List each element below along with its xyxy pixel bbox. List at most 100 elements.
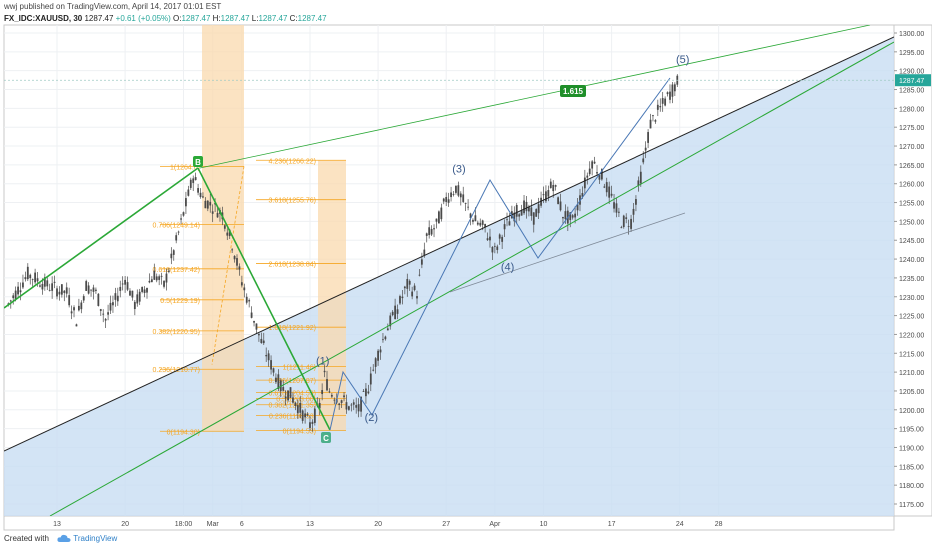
candle-body [673,84,676,92]
candle-body [545,191,547,202]
candle-body [29,274,32,279]
candle-body [68,295,71,306]
candle-body [194,177,197,181]
candle-body [75,324,78,327]
price-tick-label: 1225.00 [899,314,924,321]
candle-body [309,422,311,428]
wave-label: (5) [676,54,689,66]
candle-body [153,270,156,280]
candle-body [131,290,134,298]
tradingview-cloud-icon [57,535,71,543]
elliott-wave-path [329,77,671,431]
candle-body [238,266,241,270]
candle-body [503,224,506,230]
candle-body [618,211,620,213]
price-tick-label: 1300.00 [899,31,924,38]
candle-body [588,168,591,175]
high-label: H: [212,14,221,23]
candle-body [124,279,127,285]
candle-body [116,295,119,302]
candle-body [447,199,450,203]
candle-body [430,228,433,235]
candle-body [39,285,41,287]
candle-body [294,402,297,406]
candle-body [148,280,151,283]
candle-body [484,223,487,228]
fib-level-label: 0.382(1220.95) [153,329,200,336]
candle-body [109,302,112,311]
candle-body [53,281,56,283]
time-tick-label: 13 [53,521,61,528]
candle-body [272,368,275,373]
candle-body [598,174,601,180]
candle-body [31,279,34,281]
candle-body [343,395,345,398]
candle-body [301,410,304,421]
fib-level-label: 0.618(1237.42) [153,267,200,274]
candle-body [228,229,231,237]
candle-body [313,408,316,423]
candle-body [462,194,465,202]
candle-body [348,406,350,410]
candle-body [177,231,180,233]
candle-body [326,379,328,391]
wave-label: (1) [316,356,329,368]
candle-body [248,300,251,302]
last-price-tag-label: 1287.47 [899,78,924,85]
candle-body [389,315,392,327]
point-label: B [195,158,201,167]
candle-body [255,323,258,330]
candle-body [406,278,409,289]
candle-body [299,403,302,413]
candle-body [574,213,577,218]
candle-body [85,281,88,291]
price-tick-label: 1280.00 [899,106,924,113]
fib-level-label: 0(1194.53) [283,428,316,435]
close-label: C: [289,14,298,23]
candle-body [17,286,19,295]
candle-body [416,296,418,299]
candle-body [489,236,491,241]
point-label-box [321,432,331,443]
candle-body [425,233,428,236]
candle-body [136,294,139,304]
candle-body [323,370,326,373]
candle-body [464,203,467,204]
candle-body [226,232,229,236]
price-tick-label: 1265.00 [899,163,924,170]
candle-body [279,380,282,392]
upper-green-line [199,25,871,169]
candle-body [163,280,165,287]
fib-box-left [202,25,244,432]
candle-body [51,283,54,291]
candle-body [622,215,625,227]
candle-body [165,273,168,283]
candle-body [333,399,336,401]
price-tick-label: 1240.00 [899,257,924,264]
candle-body [428,227,431,236]
candle-body [600,169,603,180]
candle-body [202,196,204,198]
fib-level-label: 0.5(1229.19) [160,298,200,305]
candle-body [613,202,615,209]
candle-body [411,291,414,297]
candle-body [199,192,202,198]
candle-body [476,222,479,225]
time-tick-label: Mar [207,521,220,528]
candle-body [155,276,158,281]
candle-body [530,207,533,216]
tradingview-brand[interactable]: TradingView [73,534,118,543]
candle-body [652,115,654,117]
candle-body [82,296,85,301]
price-tick-label: 1285.00 [899,88,924,95]
footer: Created with TradingView [4,534,117,543]
candle-body [394,305,397,320]
candle-body [474,215,477,222]
candle-body [180,218,182,220]
wave-label: (4) [501,261,514,273]
candle-body [615,203,618,213]
candle-body [43,277,46,287]
wave-label: (3) [452,163,465,175]
candle-body [48,289,51,291]
